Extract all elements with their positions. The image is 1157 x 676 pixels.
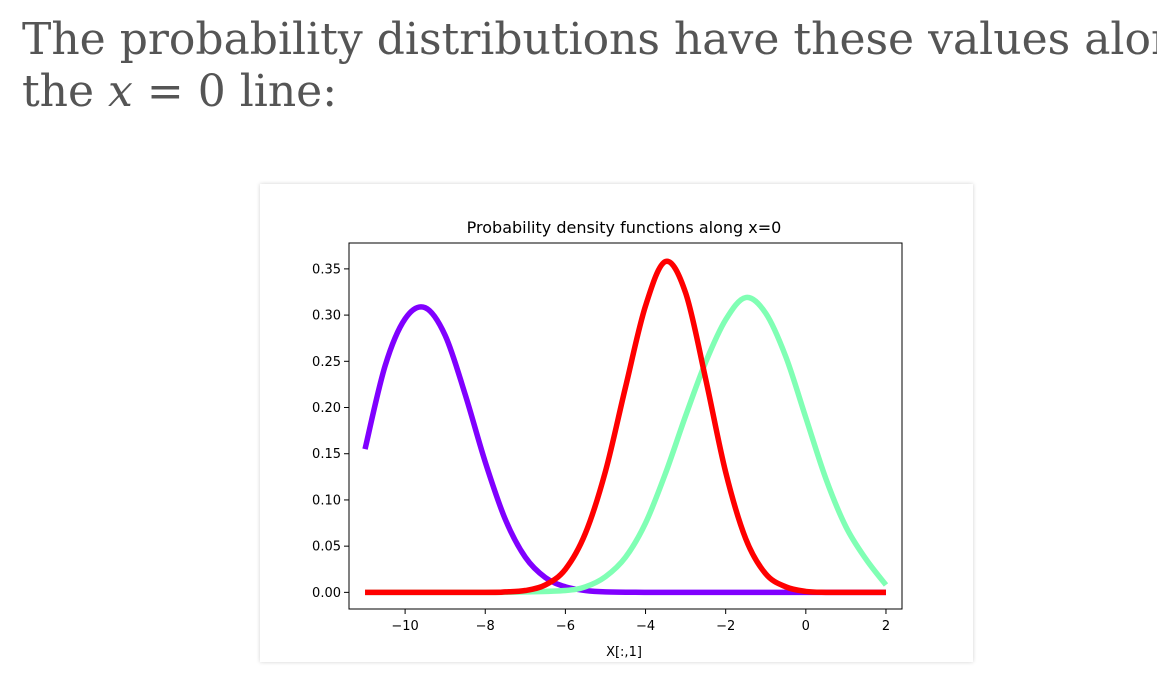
x-tick-label: −2 xyxy=(716,619,735,634)
ticks-group: −10 −8 −6 −4 −2 0 2 0.00 0.05 0.10 0.15 0.20 0.25 0.3… xyxy=(312,262,890,634)
x-tick-label: 2 xyxy=(882,619,890,634)
chart-title: Probability density functions along x=0 xyxy=(467,218,782,237)
y-tick-label: 0.35 xyxy=(312,262,341,277)
y-tick-label: 0.20 xyxy=(312,401,341,416)
y-tick-label: 0.10 xyxy=(312,493,341,508)
x-tick-label: −6 xyxy=(556,619,575,634)
intro-line-1: The probability distributions have these… xyxy=(22,14,1157,65)
intro-line-2-rest: = 0 line: xyxy=(132,66,338,117)
y-tick-label: 0.05 xyxy=(312,540,341,555)
x-tick-label: −10 xyxy=(391,619,418,634)
figure-card: Probability density functions along x=0 … xyxy=(260,184,973,662)
series-group xyxy=(362,258,889,596)
x-axis-label: X[:,1] xyxy=(606,645,642,660)
series-line-1 xyxy=(362,304,886,596)
intro-line-2: the x = 0 line: xyxy=(22,66,1142,118)
plot-frame xyxy=(348,242,903,610)
x-tick-label: 0 xyxy=(802,619,810,634)
y-tick-label: 0.25 xyxy=(312,355,341,370)
math-variable: x xyxy=(108,66,133,117)
series-line-3 xyxy=(365,258,886,596)
y-tick-label: 0.15 xyxy=(312,447,341,462)
y-tick-label: 0.00 xyxy=(312,586,341,601)
series-line-2 xyxy=(365,294,889,596)
pdf-chart: Probability density functions along x=0 … xyxy=(312,218,903,660)
x-tick-label: −4 xyxy=(636,619,655,634)
intro-line-2-prefix: the xyxy=(22,66,109,117)
y-tick-label: 0.30 xyxy=(312,309,341,324)
x-tick-label: −8 xyxy=(476,619,495,634)
intro-text: The probability distributions have these… xyxy=(22,14,1157,118)
